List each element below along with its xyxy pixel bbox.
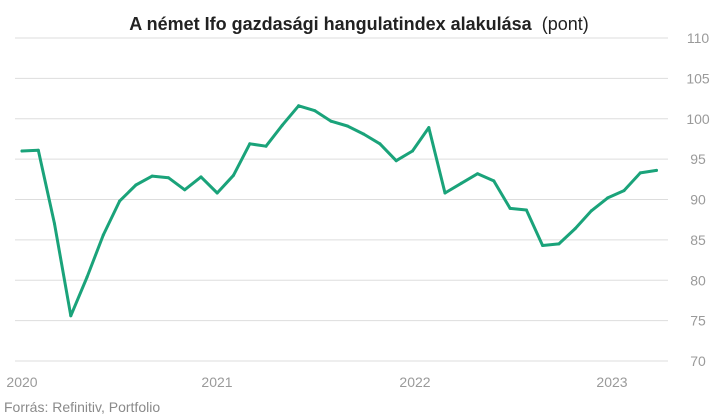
data-point [378, 142, 382, 146]
y-tick-label: 105 [686, 70, 710, 86]
data-point [573, 227, 577, 231]
data-point [427, 126, 431, 130]
chart-title-main: A német Ifo gazdasági hangulatindex alak… [129, 14, 532, 34]
data-point [53, 222, 56, 226]
data-point [524, 208, 528, 212]
data-point [297, 104, 301, 108]
y-tick-label: 70 [690, 353, 706, 369]
data-point [508, 206, 512, 210]
data-point [264, 144, 268, 148]
source-note: Forrás: Refinitiv, Portfolio [4, 399, 160, 415]
x-axis-ticks: 2020 2021 2022 2023 [6, 374, 627, 390]
data-point [101, 233, 105, 237]
data-point [329, 119, 333, 123]
data-point [166, 176, 170, 180]
data-point [20, 149, 24, 153]
data-point [313, 109, 317, 113]
series-layer [20, 104, 658, 318]
y-tick-label: 90 [690, 192, 706, 208]
x-tick-label: 2022 [399, 374, 430, 390]
data-point [134, 183, 138, 187]
data-point [589, 209, 593, 213]
data-point [85, 275, 89, 279]
chart-title-unit: (pont) [542, 14, 589, 34]
data-point [638, 171, 642, 175]
y-tick-label: 85 [690, 232, 706, 248]
x-tick-label: 2021 [201, 374, 232, 390]
data-point [411, 149, 414, 153]
data-point [362, 132, 366, 136]
y-tick-label: 95 [690, 151, 706, 167]
y-tick-label: 75 [690, 313, 706, 329]
chart-title: A német Ifo gazdasági hangulatindex alak… [129, 14, 589, 34]
x-tick-label: 2023 [596, 374, 627, 390]
data-point [183, 188, 187, 192]
data-point [36, 148, 40, 152]
y-tick-label: 100 [686, 111, 710, 127]
data-point [248, 142, 252, 146]
y-tick-label: 110 [687, 30, 710, 46]
data-point [541, 244, 545, 247]
series-line [20, 104, 658, 318]
gridlines [15, 37, 668, 362]
data-point [215, 191, 219, 195]
data-point [345, 124, 349, 128]
data-point [622, 189, 626, 193]
data-point [655, 168, 658, 172]
data-point [118, 199, 122, 203]
x-tick-label: 2020 [6, 374, 37, 390]
data-point [443, 191, 447, 195]
data-point [492, 179, 496, 183]
data-point [69, 314, 73, 318]
data-point [280, 123, 284, 127]
data-point [232, 173, 235, 177]
data-point [557, 242, 561, 246]
data-point [459, 181, 463, 185]
data-point [199, 175, 203, 179]
y-tick-label: 80 [690, 272, 706, 288]
y-axis-ticks: 110 105 100 95 90 85 80 75 70 [686, 30, 710, 369]
data-point [476, 172, 480, 176]
data-point [150, 174, 154, 178]
data-point [394, 159, 398, 163]
data-point [606, 196, 610, 200]
